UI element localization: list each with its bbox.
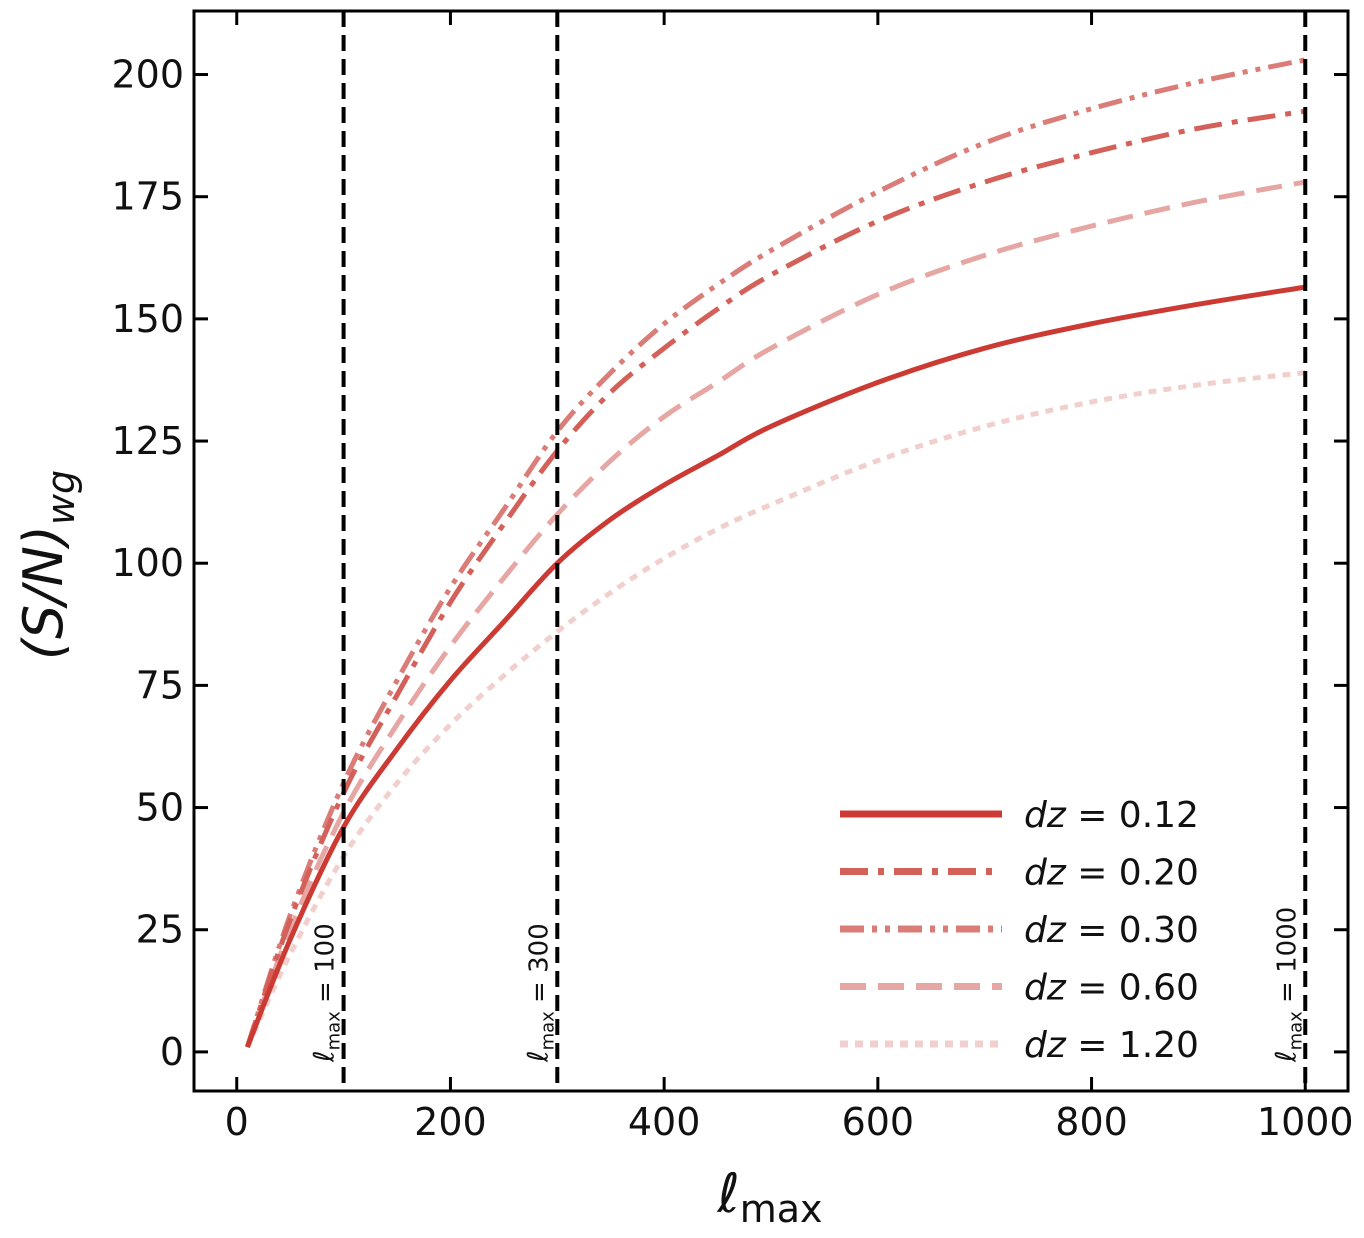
y-axis-label: (S/N)wg [12, 470, 83, 660]
legend-label-3: dz = 0.60 [1024, 968, 1199, 1009]
x-axis-label-main: ℓ [716, 1162, 739, 1225]
x-axis-label: ℓmax [716, 1162, 822, 1231]
vline-label-2: ℓmax = 1000 [1269, 907, 1306, 1063]
legend-label-4: dz = 1.20 [1024, 1025, 1199, 1066]
vline-label-1: ℓmax = 300 [521, 923, 558, 1063]
series-line-0 [245, 284, 1306, 1048]
legend-label-2: dz = 0.30 [1024, 910, 1199, 951]
y-tick-label-1: 25 [136, 908, 184, 952]
x-axis-label-sub: max [740, 1187, 823, 1231]
plot-lines [245, 57, 1306, 1049]
legend-label-0: dz = 0.12 [1024, 795, 1199, 836]
legend-label-1: dz = 0.20 [1024, 853, 1199, 894]
x-tick-label-4: 800 [1055, 1100, 1128, 1144]
y-tick-label-3: 75 [136, 663, 184, 707]
series-line-2 [245, 57, 1306, 1048]
reference-lines: ℓmax = 100 ℓmax = 300 ℓmax = 1000 [308, 11, 1308, 1091]
vline-label-0: ℓmax = 100 [308, 923, 345, 1063]
y-tick-label-5: 125 [111, 419, 184, 463]
y-axis-label-sub: wg [39, 470, 83, 525]
y-tick-label-8: 200 [111, 53, 184, 97]
series-line-1 [245, 108, 1306, 1048]
x-tick-label-2: 400 [628, 1100, 701, 1144]
x-tick-label-5: 1000 [1257, 1100, 1354, 1144]
plot-frame [192, 9, 1350, 1093]
legend: dz = 0.12 dz = 0.20 dz = 0.30 dz = 0.60 dz =… [840, 795, 1199, 1066]
y-tick-label-2: 50 [136, 786, 184, 830]
y-tick-label-7: 175 [111, 175, 184, 219]
y-tick-label-4: 100 [111, 541, 184, 585]
series-line-3 [245, 179, 1306, 1048]
y-tick-label-0: 0 [160, 1030, 184, 1074]
series-line-4 [245, 370, 1306, 1049]
x-tick-label-0: 0 [225, 1100, 249, 1144]
y-axis-label-main: (S/N) [12, 525, 75, 660]
axis-ticks: 0 200 400 600 800 1000 0 25 50 75 100 125 150 175 200 [111, 11, 1354, 1144]
y-tick-label-6: 150 [111, 297, 184, 341]
x-tick-label-3: 600 [842, 1100, 915, 1144]
x-tick-label-1: 200 [414, 1100, 487, 1144]
